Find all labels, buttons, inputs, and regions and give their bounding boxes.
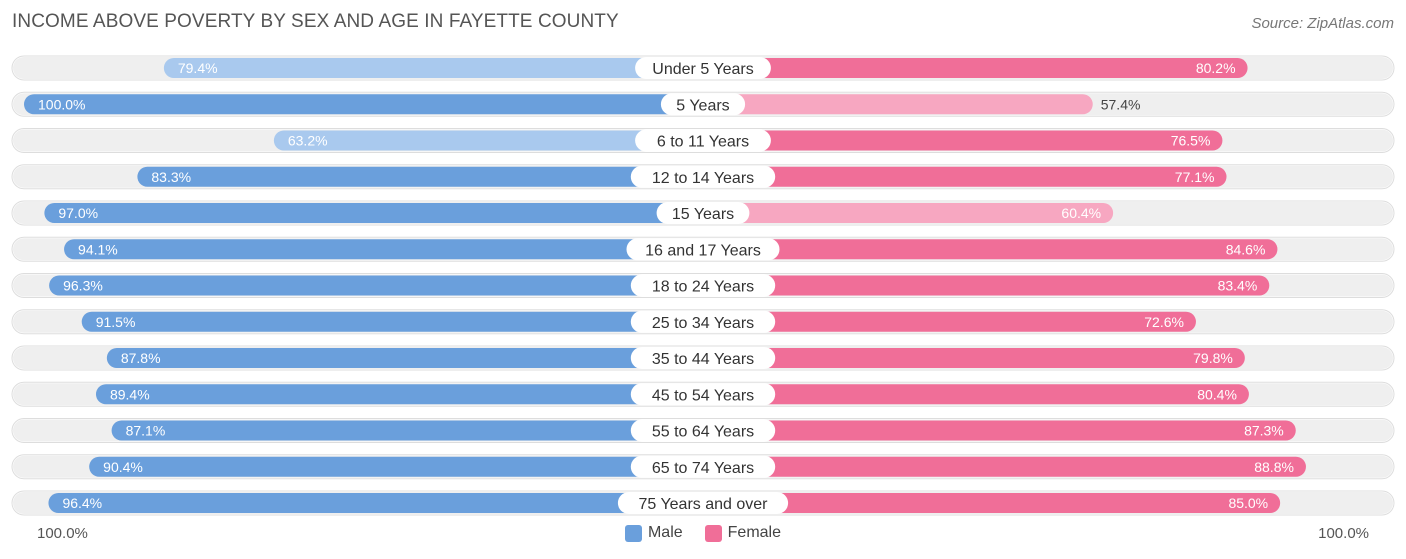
male-value-label: 87.8% (121, 350, 161, 366)
male-value-label: 96.4% (62, 495, 102, 511)
female-value-label: 87.3% (1244, 423, 1284, 439)
category-pill (617, 492, 789, 514)
female-value-label: 60.4% (1061, 205, 1101, 221)
category-label: 15 Years (672, 206, 734, 223)
female-bar (703, 311, 1196, 332)
female-value-label: 88.8% (1254, 459, 1294, 475)
female-bar (703, 384, 1249, 405)
female-value-label: 83.4% (1218, 278, 1258, 294)
legend-label-male: Male (647, 524, 683, 541)
male-bar (273, 130, 703, 151)
female-bar (703, 203, 1114, 223)
axis-left-label: 100.0% (37, 525, 88, 542)
female-value-label: 57.4% (1101, 96, 1141, 112)
male-bar (44, 203, 704, 223)
female-value-label: 80.2% (1196, 60, 1236, 76)
bar-chart: 79.4% 80.2% Under 5 Years 100.0% 57.4% 5 Year… (11, 55, 1395, 516)
category-label: 25 to 34 Years (652, 315, 754, 332)
category-label: 55 to 64 Years (652, 424, 754, 441)
male-bar (89, 456, 703, 477)
female-bar (703, 420, 1296, 441)
category-pill (630, 455, 776, 478)
female-value-label: 84.6% (1226, 241, 1266, 257)
category-pill (635, 129, 771, 152)
male-bar (95, 384, 703, 405)
female-value-label: 85.0% (1228, 495, 1268, 511)
category-pill (660, 93, 746, 116)
category-pill (635, 57, 771, 79)
male-bar (137, 166, 703, 187)
category-label: Under 5 Years (652, 61, 753, 78)
male-value-label: 63.2% (288, 133, 328, 149)
category-pill (656, 202, 750, 224)
female-bar (703, 239, 1278, 260)
female-bar (703, 58, 1248, 78)
source-label: Source: ZipAtlas.com (1251, 15, 1394, 32)
category-pill (630, 274, 776, 297)
male-bar (49, 275, 704, 296)
category-label: 12 to 14 Years (652, 170, 754, 187)
category-label: 6 to 11 Years (657, 134, 749, 151)
category-pill (630, 165, 776, 188)
male-value-label: 100.0% (38, 96, 85, 112)
female-value-label: 79.8% (1193, 350, 1233, 366)
male-value-label: 90.4% (103, 459, 143, 475)
male-value-label: 83.3% (151, 169, 191, 185)
legend-item-male: Male (624, 524, 683, 542)
female-value-label: 77.1% (1175, 169, 1215, 185)
category-pill (630, 419, 776, 442)
male-value-label: 97.0% (58, 205, 98, 221)
category-label: 5 Years (676, 97, 729, 114)
category-label: 65 to 74 Years (652, 460, 754, 477)
male-bar (81, 311, 704, 332)
category-pill (630, 383, 776, 406)
chart-title: INCOME ABOVE POVERTY BY SEX AND AGE IN F… (12, 11, 619, 32)
female-value-label: 72.6% (1144, 314, 1184, 330)
female-bar (703, 456, 1306, 477)
male-value-label: 87.1% (126, 423, 166, 439)
female-bar (703, 130, 1223, 151)
legend-label-female: Female (727, 524, 782, 541)
legend-swatch-female (704, 524, 722, 542)
male-bar (106, 348, 703, 368)
male-value-label: 94.1% (78, 241, 118, 257)
legend: Male Female (0, 524, 1406, 542)
female-bar (703, 493, 1281, 513)
female-bar (703, 348, 1245, 368)
male-bar (24, 94, 703, 115)
category-label: 35 to 44 Years (652, 351, 754, 368)
legend-swatch-male (624, 524, 642, 542)
female-bar (703, 166, 1227, 187)
female-value-label: 80.4% (1197, 386, 1237, 402)
category-label: 45 to 54 Years (652, 387, 754, 404)
legend-item-female: Female (704, 524, 782, 542)
category-label: 16 and 17 Years (645, 242, 761, 259)
male-value-label: 79.4% (178, 60, 218, 76)
category-label: 75 Years and over (639, 496, 769, 513)
category-pill (626, 238, 780, 261)
male-bar (111, 420, 703, 441)
category-pill (630, 347, 776, 369)
category-label: 18 to 24 Years (652, 279, 754, 296)
male-bar (64, 239, 704, 260)
male-value-label: 96.3% (63, 278, 103, 294)
female-bar (703, 94, 1093, 115)
male-value-label: 91.5% (96, 314, 136, 330)
female-bar (703, 275, 1270, 296)
male-bar (48, 493, 704, 513)
female-value-label: 76.5% (1171, 133, 1211, 149)
male-value-label: 89.4% (110, 386, 150, 402)
category-pill (630, 310, 776, 333)
axis-right-label: 100.0% (1318, 525, 1369, 542)
male-bar (163, 58, 703, 78)
